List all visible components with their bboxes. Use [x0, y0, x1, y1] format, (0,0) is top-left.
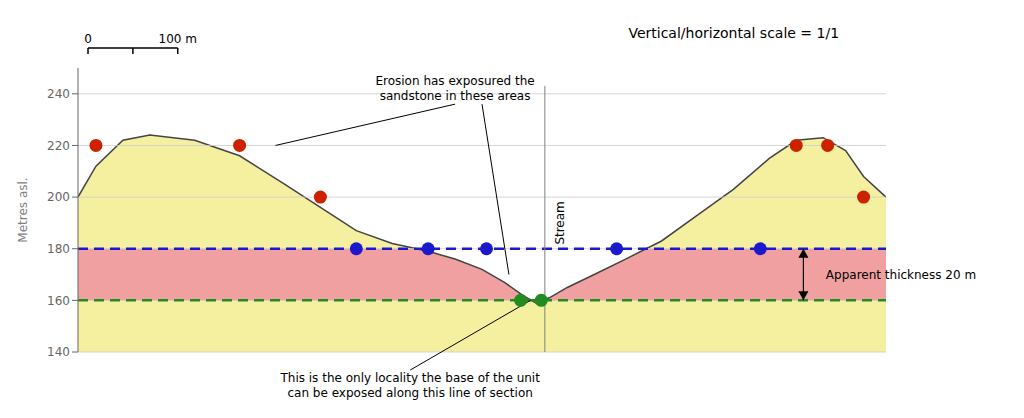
svg-text:160: 160: [47, 294, 70, 308]
svg-text:Erosion has exposured thesands: Erosion has exposured thesandstone in th…: [375, 74, 534, 103]
svg-text:220: 220: [47, 139, 70, 153]
svg-text:200: 200: [47, 190, 70, 204]
svg-text:Stream: Stream: [553, 201, 567, 244]
svg-text:240: 240: [47, 87, 70, 101]
svg-text:This is the only locality the: This is the only locality the base of th…: [279, 371, 540, 400]
svg-text:180: 180: [47, 242, 70, 256]
svg-text:Apparent thickness 20 m: Apparent thickness 20 m: [826, 268, 976, 282]
svg-text:Metres asl.: Metres asl.: [16, 177, 30, 242]
svg-text:Vertical/horizontal scale = 1/: Vertical/horizontal scale = 1/1: [628, 25, 839, 41]
svg-text:140: 140: [47, 345, 70, 359]
svg-text:0: 0: [84, 32, 92, 46]
svg-text:100 m: 100 m: [159, 32, 197, 46]
